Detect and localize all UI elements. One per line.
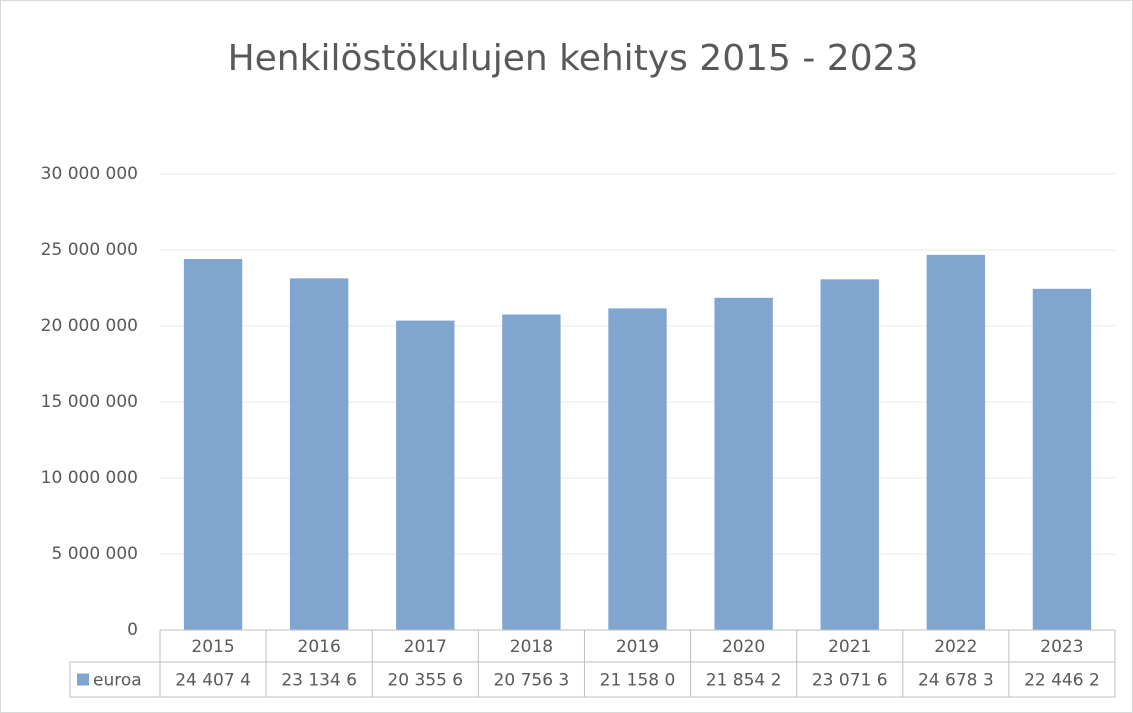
value-label: 21 854 2	[706, 671, 782, 691]
bar	[396, 320, 455, 630]
y-tick-label: 25 000 000	[41, 240, 138, 260]
y-tick-label: 15 000 000	[41, 392, 138, 412]
bar	[289, 278, 349, 630]
x-tick-label: 2018	[510, 637, 553, 657]
value-label: 20 355 6	[387, 671, 463, 691]
y-tick-label: 10 000 000	[41, 468, 138, 488]
x-tick-label: 2023	[1040, 637, 1083, 657]
x-tick-label: 2016	[298, 637, 341, 657]
bar	[502, 314, 561, 630]
x-tick-label: 2017	[404, 637, 447, 657]
bar	[183, 259, 243, 630]
y-tick-label: 20 000 000	[41, 316, 138, 336]
bar	[926, 254, 986, 631]
bar	[608, 308, 667, 630]
bar	[714, 297, 773, 630]
value-label: 23 071 6	[812, 671, 888, 691]
value-label: 24 678 3	[918, 671, 994, 691]
bar	[1032, 288, 1092, 630]
x-tick-label: 2021	[828, 637, 871, 657]
value-label: 22 446 2	[1024, 671, 1100, 691]
y-tick-label: 5 000 000	[51, 544, 138, 564]
x-tick-label: 2015	[191, 637, 234, 657]
legend-label: euroa	[93, 671, 142, 691]
chart-title: Henkilöstökulujen kehitys 2015 - 2023	[228, 38, 919, 79]
x-tick-label: 2022	[934, 637, 977, 657]
y-tick-label: 0	[127, 620, 138, 640]
value-label: 21 158 0	[600, 671, 676, 691]
x-tick-label: 2020	[722, 637, 765, 657]
y-tick-label: 30 000 000	[41, 164, 138, 184]
value-label: 24 407 4	[175, 671, 251, 691]
legend-swatch	[77, 673, 89, 686]
x-tick-label: 2019	[616, 637, 659, 657]
value-label: 23 134 6	[281, 671, 357, 691]
bar	[820, 279, 879, 630]
value-label: 20 756 3	[494, 671, 570, 691]
